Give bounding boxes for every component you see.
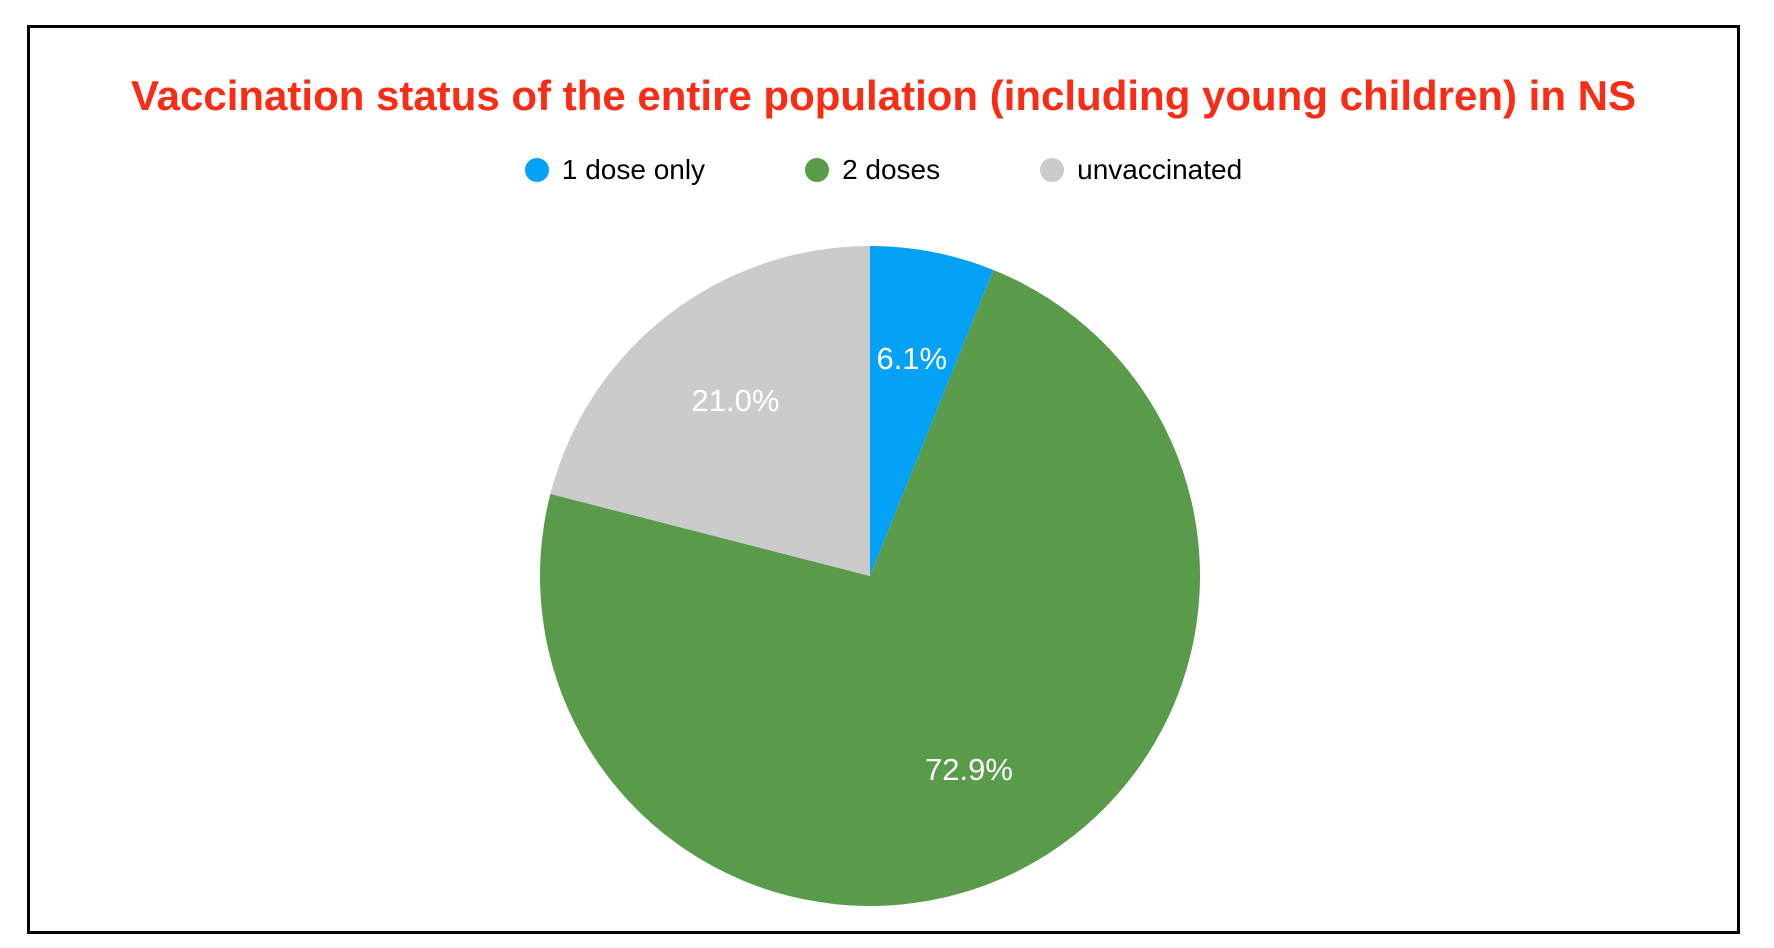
pie-slice-1-dose-only <box>870 246 994 576</box>
legend-label: unvaccinated <box>1077 154 1243 185</box>
legend-label: 2 doses <box>842 154 941 185</box>
legend-dot-icon <box>524 158 549 182</box>
chart-legend: 1 dose only 2 doses unvaccinated <box>30 154 1737 186</box>
legend-item-2-doses: 2 doses <box>805 154 940 186</box>
pie-slice-2-doses <box>540 269 1201 906</box>
chart-frame: Vaccination status of the entire populat… <box>27 25 1740 934</box>
pie-slice-label: 21.0% <box>692 383 780 418</box>
pie-slice-label: 6.1% <box>876 341 947 376</box>
pie-chart: 6.1% 72.9% 21.0% <box>540 246 1201 906</box>
legend-item-unvaccinated: unvaccinated <box>1040 154 1242 186</box>
legend-item-1-dose-only: 1 dose only <box>524 154 706 186</box>
legend-dot-icon <box>805 158 830 182</box>
legend-dot-icon <box>1040 158 1065 182</box>
pie-slice-unvaccinated <box>550 246 870 576</box>
legend-label: 1 dose only <box>561 154 706 185</box>
chart-title: Vaccination status of the entire populat… <box>130 72 1637 119</box>
pie-slice-label: 72.9% <box>925 752 1013 787</box>
